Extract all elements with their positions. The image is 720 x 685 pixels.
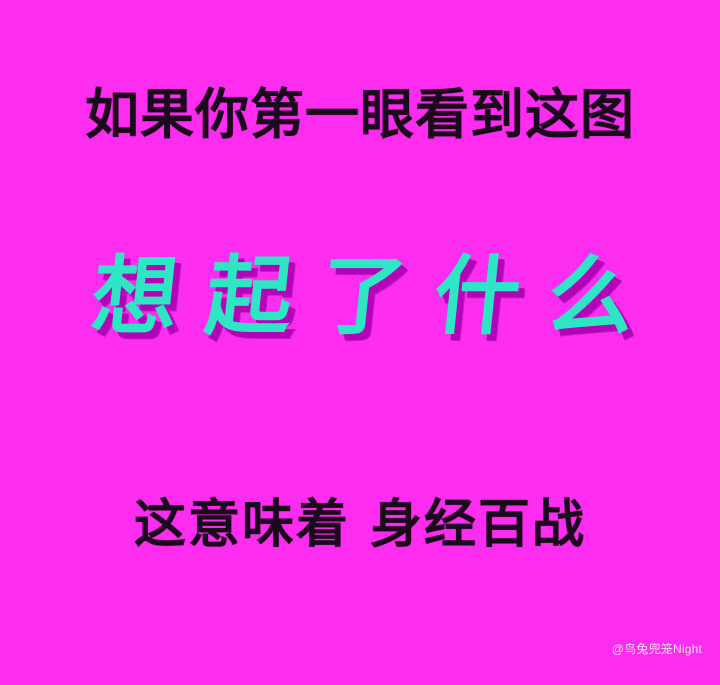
headline-top: 如果你第一眼看到这图 <box>85 82 635 146</box>
headline-middle: 想起了什么 <box>86 247 668 347</box>
headline-bottom: 这意味着 身经百战 <box>133 494 587 555</box>
watermark: @鸟兔兜笼Night <box>611 642 702 656</box>
